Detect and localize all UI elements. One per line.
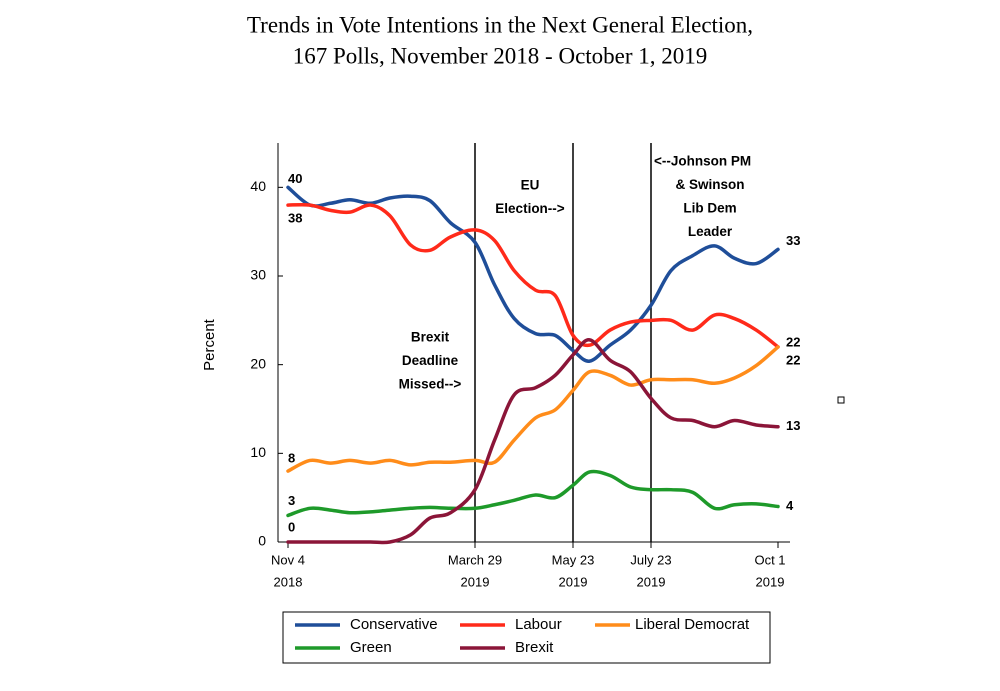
end-label: 33 [786, 233, 800, 248]
x-tick-label: 2019 [559, 574, 588, 589]
legend-label: Conservative [350, 616, 438, 633]
start-label: 38 [288, 211, 302, 226]
start-label: 8 [288, 451, 295, 466]
x-tick-label: May 23 [552, 552, 595, 567]
series-line [286, 202, 780, 349]
chart-title: Trends in Vote Intentions in the Next Ge… [247, 12, 753, 37]
end-label: 4 [786, 498, 794, 513]
y-tick-label: 30 [250, 267, 266, 283]
y-tick-label: 20 [250, 355, 266, 371]
annotation: Brexit [411, 330, 450, 345]
end-label: 22 [786, 352, 800, 367]
x-tick-label: 2019 [461, 574, 490, 589]
x-tick-label: March 29 [448, 552, 502, 567]
stray-marker [837, 396, 845, 404]
chart-subtitle: 167 Polls, November 2018 - October 1, 20… [293, 43, 708, 68]
annotation: Election--> [495, 201, 565, 216]
start-label: 0 [288, 519, 295, 534]
series-line [286, 185, 780, 363]
series-line [286, 345, 780, 473]
x-tick-label: 2019 [756, 574, 785, 589]
start-label: 40 [288, 171, 302, 186]
end-label: 13 [786, 418, 800, 433]
y-tick-label: 0 [258, 533, 266, 549]
legend-label: Labour [515, 616, 562, 633]
annotation: Lib Dem [683, 201, 736, 216]
annotation: EU [521, 178, 540, 193]
x-tick-label: 2018 [274, 574, 303, 589]
legend-label: Green [350, 639, 392, 656]
legend-label: Brexit [515, 639, 554, 656]
y-tick-label: 10 [250, 444, 266, 460]
series-line [286, 469, 780, 518]
annotation: Missed--> [399, 377, 462, 392]
legend-label: Liberal Democrat [635, 616, 750, 633]
y-axis-label: Percent [201, 318, 218, 371]
x-tick-label: Nov 4 [271, 552, 305, 567]
annotation: & Swinson [675, 177, 744, 192]
start-label: 3 [288, 493, 295, 508]
y-tick-label: 40 [250, 178, 266, 194]
x-tick-label: July 23 [630, 552, 671, 567]
annotation: Deadline [402, 353, 459, 368]
x-tick-label: Oct 1 [754, 552, 785, 567]
legend-box [282, 611, 771, 664]
end-label: 22 [786, 334, 800, 349]
x-tick-label: 2019 [637, 574, 666, 589]
annotation: <--Johnson PM [654, 154, 751, 169]
annotation: Leader [688, 224, 733, 239]
series-line [286, 338, 780, 545]
